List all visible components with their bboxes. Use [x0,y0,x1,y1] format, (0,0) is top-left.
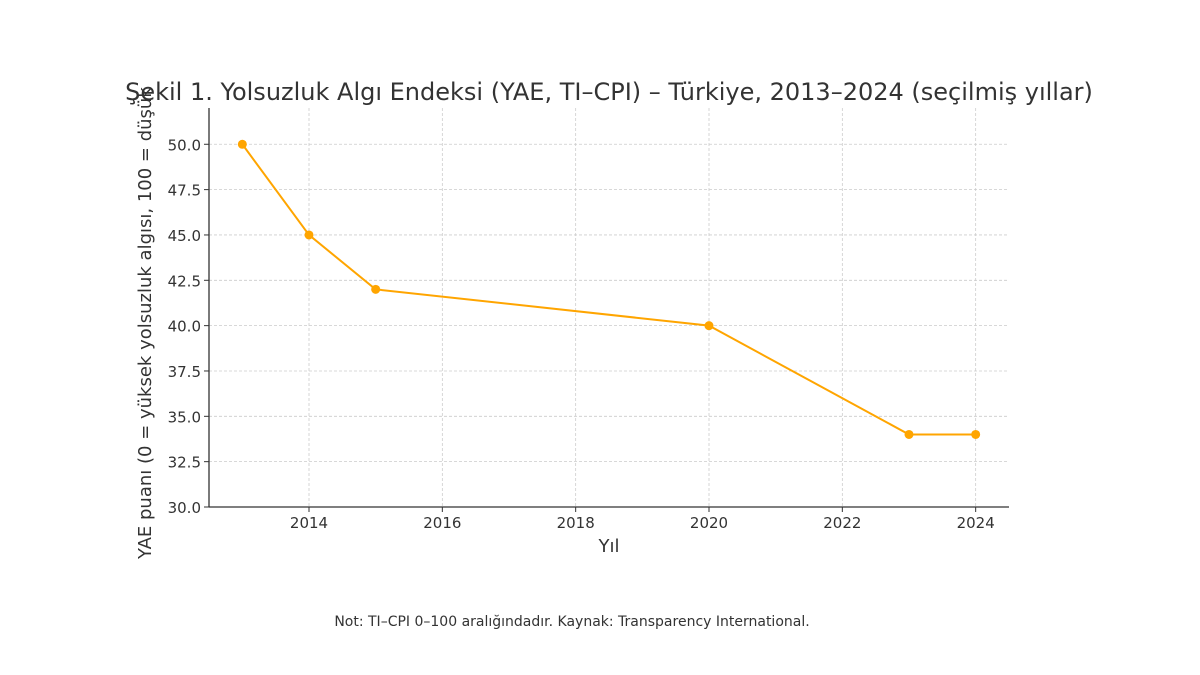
data-point [904,429,914,439]
y-axis-label: YAE puanı (0 = yüksek yolsuzluk algısı, … [135,87,156,560]
data-point [704,321,714,331]
y-tick-label: 50.0 [168,136,201,154]
x-tick-label: 2020 [690,514,728,532]
data-point [304,230,314,240]
y-tick-label: 37.5 [168,363,201,381]
data-point [371,284,381,294]
series-line [241,143,976,436]
x-tick-label: 2018 [557,514,595,532]
y-tick-label: 42.5 [168,272,201,290]
footnote: Not: TI–CPI 0–100 aralığındadır. Kaynak:… [334,614,809,630]
y-tick-label: 47.5 [168,182,201,200]
y-tick-label: 30.0 [168,499,201,517]
x-tick-label: 2014 [290,514,328,532]
y-tick-label: 32.5 [168,454,201,472]
chart-title: Şekil 1. Yolsuzluk Algı Endeksi (YAE, TI… [125,78,1093,106]
series [237,139,981,439]
x-tick-label: 2024 [957,514,995,532]
grid [209,108,1009,508]
y-tick-label: 45.0 [168,227,201,245]
data-point [971,429,981,439]
x-tick-label: 2022 [823,514,861,532]
x-axis-label: Yıl [598,536,620,557]
x-tick-label: 2016 [423,514,461,532]
axes [208,108,1009,508]
data-point [237,139,247,149]
y-tick-label: 40.0 [168,318,201,336]
ticks: 2014 2016 2018 2020 2022 2024 30.0 32.5 35.0 37.5… [168,136,995,532]
y-tick-label: 35.0 [168,408,201,426]
